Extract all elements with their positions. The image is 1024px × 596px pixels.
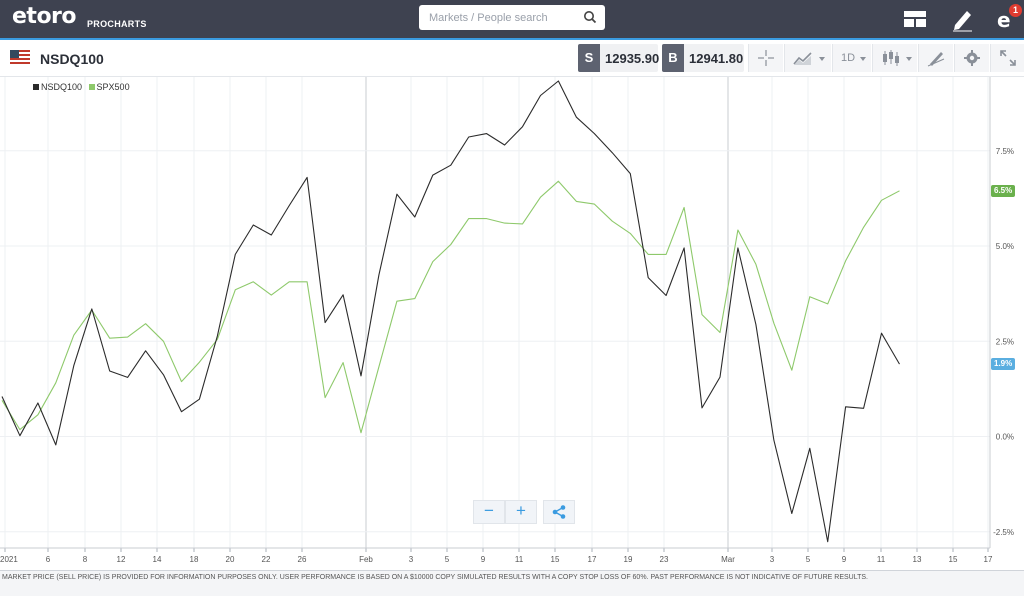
x-tick-label: 17 [588,555,597,564]
chevron-down-icon [819,57,825,61]
x-tick-label: 11 [877,555,886,564]
layout-icon[interactable] [902,6,928,32]
instrument-header: NSDQ100 S 12935.90 B 12941.80 1D [0,40,1024,77]
chart-legend: NSDQ100 SPX500 [33,82,130,92]
y-tick-label: -2.5% [993,528,1014,537]
x-tick-label: 13 [913,555,922,564]
x-tick-label: 26 [298,555,307,564]
search-box[interactable] [419,5,605,30]
us-flag-icon [10,50,30,64]
candles-button[interactable] [872,44,917,72]
search-input[interactable] [427,9,581,27]
x-tick-label: 19 [624,555,633,564]
etoro-logo[interactable]: etoro [12,4,77,29]
disclaimer-bar: MARKET PRICE (SELL PRICE) IS PROVIDED FO… [0,570,1024,596]
y-tick-label: 5.0% [996,242,1014,251]
x-tick-label: 14 [153,555,162,564]
chevron-down-icon [906,57,912,61]
y-tick-label: 7.5% [996,147,1014,156]
buy-price: 12941.80 [689,51,744,66]
y-tick-label: 0.0% [996,433,1014,442]
x-tick-label: 3 [409,555,414,564]
x-tick-label: 15 [551,555,560,564]
buy-label: B [662,44,684,72]
notification-badge[interactable]: 1 [1009,4,1022,17]
x-tick-label: 12 [117,555,126,564]
x-tick-label: 5 [806,555,811,564]
crosshair-icon [758,50,774,66]
x-tick-label: 2021 [0,555,18,564]
x-tick-label: 23 [660,555,669,564]
svg-text:e: e [997,8,1011,32]
instrument-symbol: NSDQ100 [40,51,104,67]
x-tick-label: 20 [226,555,235,564]
line-chart-icon [793,52,812,65]
expand-icon [1000,50,1016,66]
gear-icon [964,50,980,66]
x-tick-label: 3 [770,555,775,564]
top-bar: etoro PROCHARTS e 1 [0,0,1024,40]
search-icon[interactable] [583,10,597,24]
sell-label: S [578,44,600,72]
buy-price-button[interactable]: B 12941.80 [662,44,744,72]
sell-price-button[interactable]: S 12935.90 [578,44,660,72]
share-icon [552,505,566,519]
pencil-icon[interactable] [950,6,976,32]
x-tick-label: 17 [984,555,993,564]
legend-swatch-spx500 [88,84,95,90]
fullscreen-button[interactable] [990,44,1024,72]
disclaimer-text: MARKET PRICE (SELL PRICE) IS PROVIDED FO… [2,574,868,581]
timeframe-value: 1D [841,52,856,64]
x-tick-label: Mar [721,555,735,564]
x-tick-label: 6 [46,555,51,564]
price-chart[interactable]: 2021 6 8 12 14 18 20 22 26 Feb 3 5 9 11 15 17 19 23 Mar 3 5 9… [0,77,1024,570]
x-tick-label: 22 [262,555,271,564]
x-tick-label: 9 [481,555,486,564]
user-avatar-icon[interactable]: e [994,6,1020,32]
legend-spx500: SPX500 [96,82,130,92]
chevron-down-icon [860,57,866,61]
zoom-out-button[interactable]: − [473,500,505,524]
drawing-tools-button[interactable] [918,44,953,72]
sell-price: 12935.90 [605,51,660,66]
zoom-in-button[interactable]: + [505,500,537,524]
series-line-nsdq100 [1,80,900,543]
chart-panel[interactable]: 2021 6 8 12 14 18 20 22 26 Feb 3 5 9 11 15 17 19 23 Mar 3 5 9… [0,77,1024,570]
candlestick-icon [883,50,899,66]
legend-nsdq100: NSDQ100 [41,82,83,92]
x-tick-label: Feb [359,555,373,564]
x-tick-label: 8 [83,555,88,564]
x-tick-label: 11 [515,555,524,564]
x-tick-label: 9 [842,555,847,564]
x-tick-label: 5 [445,555,450,564]
drawing-tool-icon [927,52,945,67]
timeframe-selector[interactable]: 1D [832,44,871,72]
x-tick-label: 15 [949,555,958,564]
nsdq100-last-value-tag: 1.9% [991,358,1016,371]
series-line-spx500 [1,180,900,434]
crosshair-button[interactable] [748,44,783,72]
procharts-label: PROCHARTS [87,19,147,29]
y-tick-label: 2.5% [996,337,1014,346]
legend-swatch-nsdq100 [33,84,39,90]
chart-type-button[interactable] [784,44,831,72]
share-chart-button[interactable] [543,500,575,524]
settings-button[interactable] [954,44,989,72]
spx500-last-value-tag: 6.5% [991,184,1016,197]
x-tick-label: 18 [190,555,199,564]
